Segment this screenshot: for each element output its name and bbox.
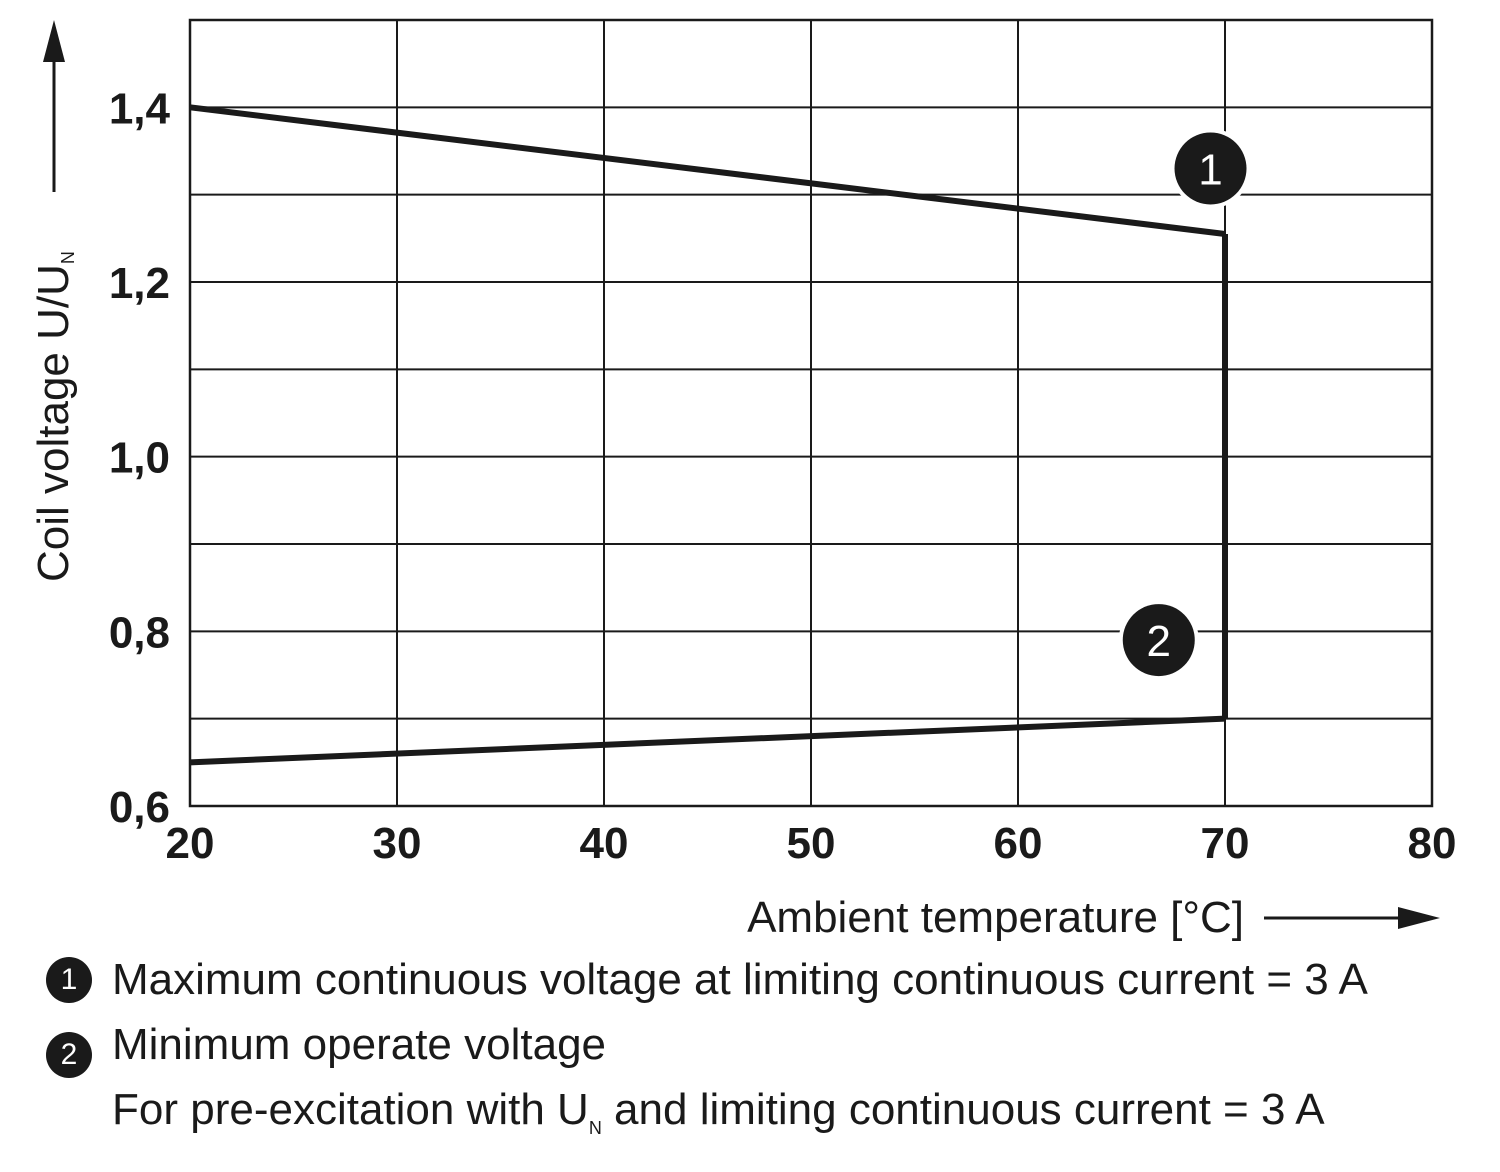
y-axis-title-main: Coil voltage U/U — [29, 264, 78, 582]
series-line-2 — [189, 715, 1226, 766]
marker-label-1: 1 — [1198, 145, 1222, 194]
x-tick-label: 40 — [580, 819, 629, 868]
tick-labels: 20 30 40 50 60 70 80 0,6 0,8 1,0 1,2 1,4 — [109, 84, 1457, 868]
gridlines — [188, 18, 1434, 808]
marker-label-2: 2 — [1147, 617, 1171, 666]
data-series — [189, 104, 1228, 766]
y-tick-label: 1,4 — [109, 84, 171, 133]
legend-text-1: Maximum continuous voltage at limiting c… — [112, 955, 1368, 1004]
y-axis-arrow-head — [43, 20, 65, 62]
marker-1 — [1174, 132, 1247, 205]
x-tick-label: 20 — [166, 819, 215, 868]
x-tick-label: 50 — [787, 819, 836, 868]
x-tick-label: 30 — [373, 819, 422, 868]
marker-2 — [1122, 604, 1195, 677]
legend-text-2: Minimum operate voltage — [112, 1020, 607, 1069]
x-axis-arrow-head — [1398, 907, 1440, 929]
legend-badge-2: 2 — [46, 1032, 92, 1078]
y-tick-label: 0,8 — [109, 608, 170, 657]
x-axis-title: Ambient temperature [°C] — [747, 893, 1244, 942]
legend-note-text: For pre-excitation with UN and limiting … — [112, 1085, 1325, 1153]
y-axis-title: Coil voltage U/UN — [29, 251, 78, 582]
chart: 20 30 40 50 60 70 800,60,81,01,21,4 12 Coil vo… — [29, 18, 1457, 942]
y-tick-label: 1,0 — [109, 434, 170, 483]
series-line-1 — [189, 104, 1226, 237]
legend-note-prefix: For pre-excitation with U — [112, 1085, 589, 1134]
y-tick-label: 1,2 — [109, 259, 170, 308]
plot-frame — [188, 18, 1434, 808]
y-axis-title-subscript: N — [58, 251, 78, 264]
x-tick-label: 70 — [1201, 819, 1250, 868]
y-tick-label: 0,6 — [109, 783, 170, 832]
x-tick-label: 80 — [1408, 819, 1457, 868]
series-markers: 12 — [1118, 128, 1251, 681]
legend-badge-1: 1 — [46, 957, 92, 1003]
x-tick-label: 60 — [994, 819, 1043, 868]
legend-note-suffix: and limiting continuous current = 3 A — [601, 1085, 1325, 1134]
legend-note-subscript: N — [588, 1118, 602, 1138]
